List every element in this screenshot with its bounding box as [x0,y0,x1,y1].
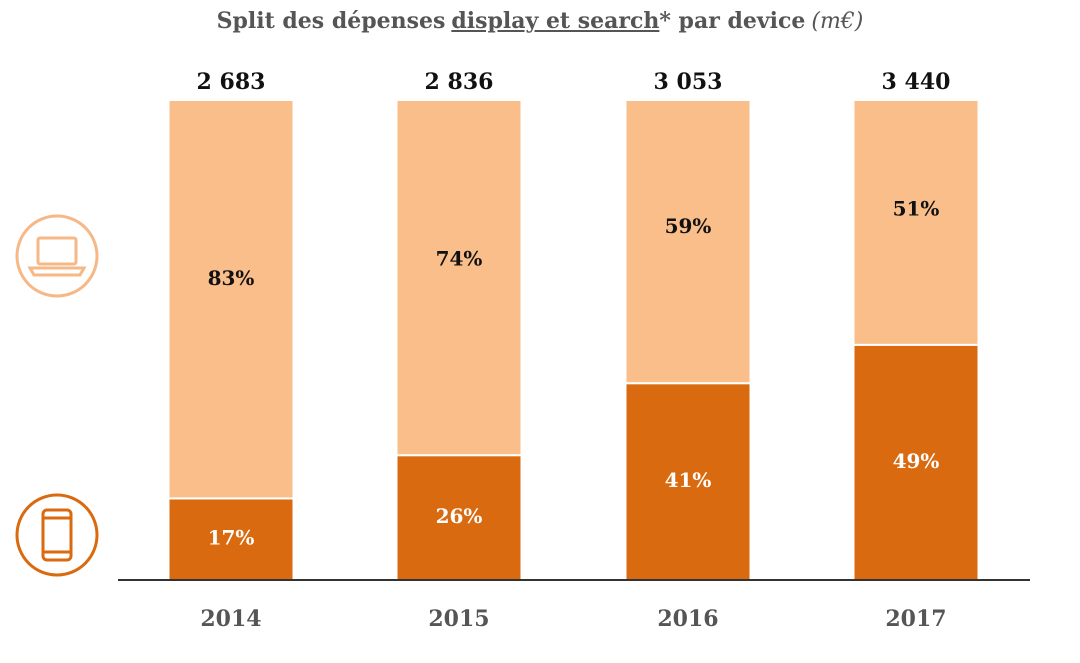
total-label: 3 053 [654,69,723,95]
title-part: Split des dépenses [216,8,446,34]
value-label: 74% [436,246,483,270]
value-label: 83% [208,266,255,290]
x-tick-label: 2016 [657,606,718,632]
value-label: 41% [665,468,712,492]
bar-segment [852,343,980,581]
bar-segment [852,99,980,346]
title-part: * par device [659,8,806,34]
chart-title: Split des dépenses display et search* par… [0,8,1080,34]
bar-segment [395,454,523,582]
value-label: 51% [893,197,940,221]
total-label: 2 836 [425,69,494,95]
total-label: 2 683 [197,69,266,95]
bar-segment [167,99,295,500]
bar-segment [624,382,752,582]
title-part: (m€) [811,9,864,34]
value-label: 26% [436,504,483,528]
x-tick-label: 2017 [885,606,946,632]
value-label: 17% [208,526,255,550]
title-part: display et search [451,8,660,34]
phone-icon [15,493,99,577]
total-label: 3 440 [882,69,951,95]
bar-segment [624,99,752,385]
bar-segment [395,99,523,457]
laptop-icon [15,214,99,298]
x-tick-label: 2014 [200,606,261,632]
x-tick-label: 2015 [428,606,489,632]
value-label: 49% [893,449,940,473]
value-label: 59% [665,214,712,238]
bar-segment [167,497,295,581]
